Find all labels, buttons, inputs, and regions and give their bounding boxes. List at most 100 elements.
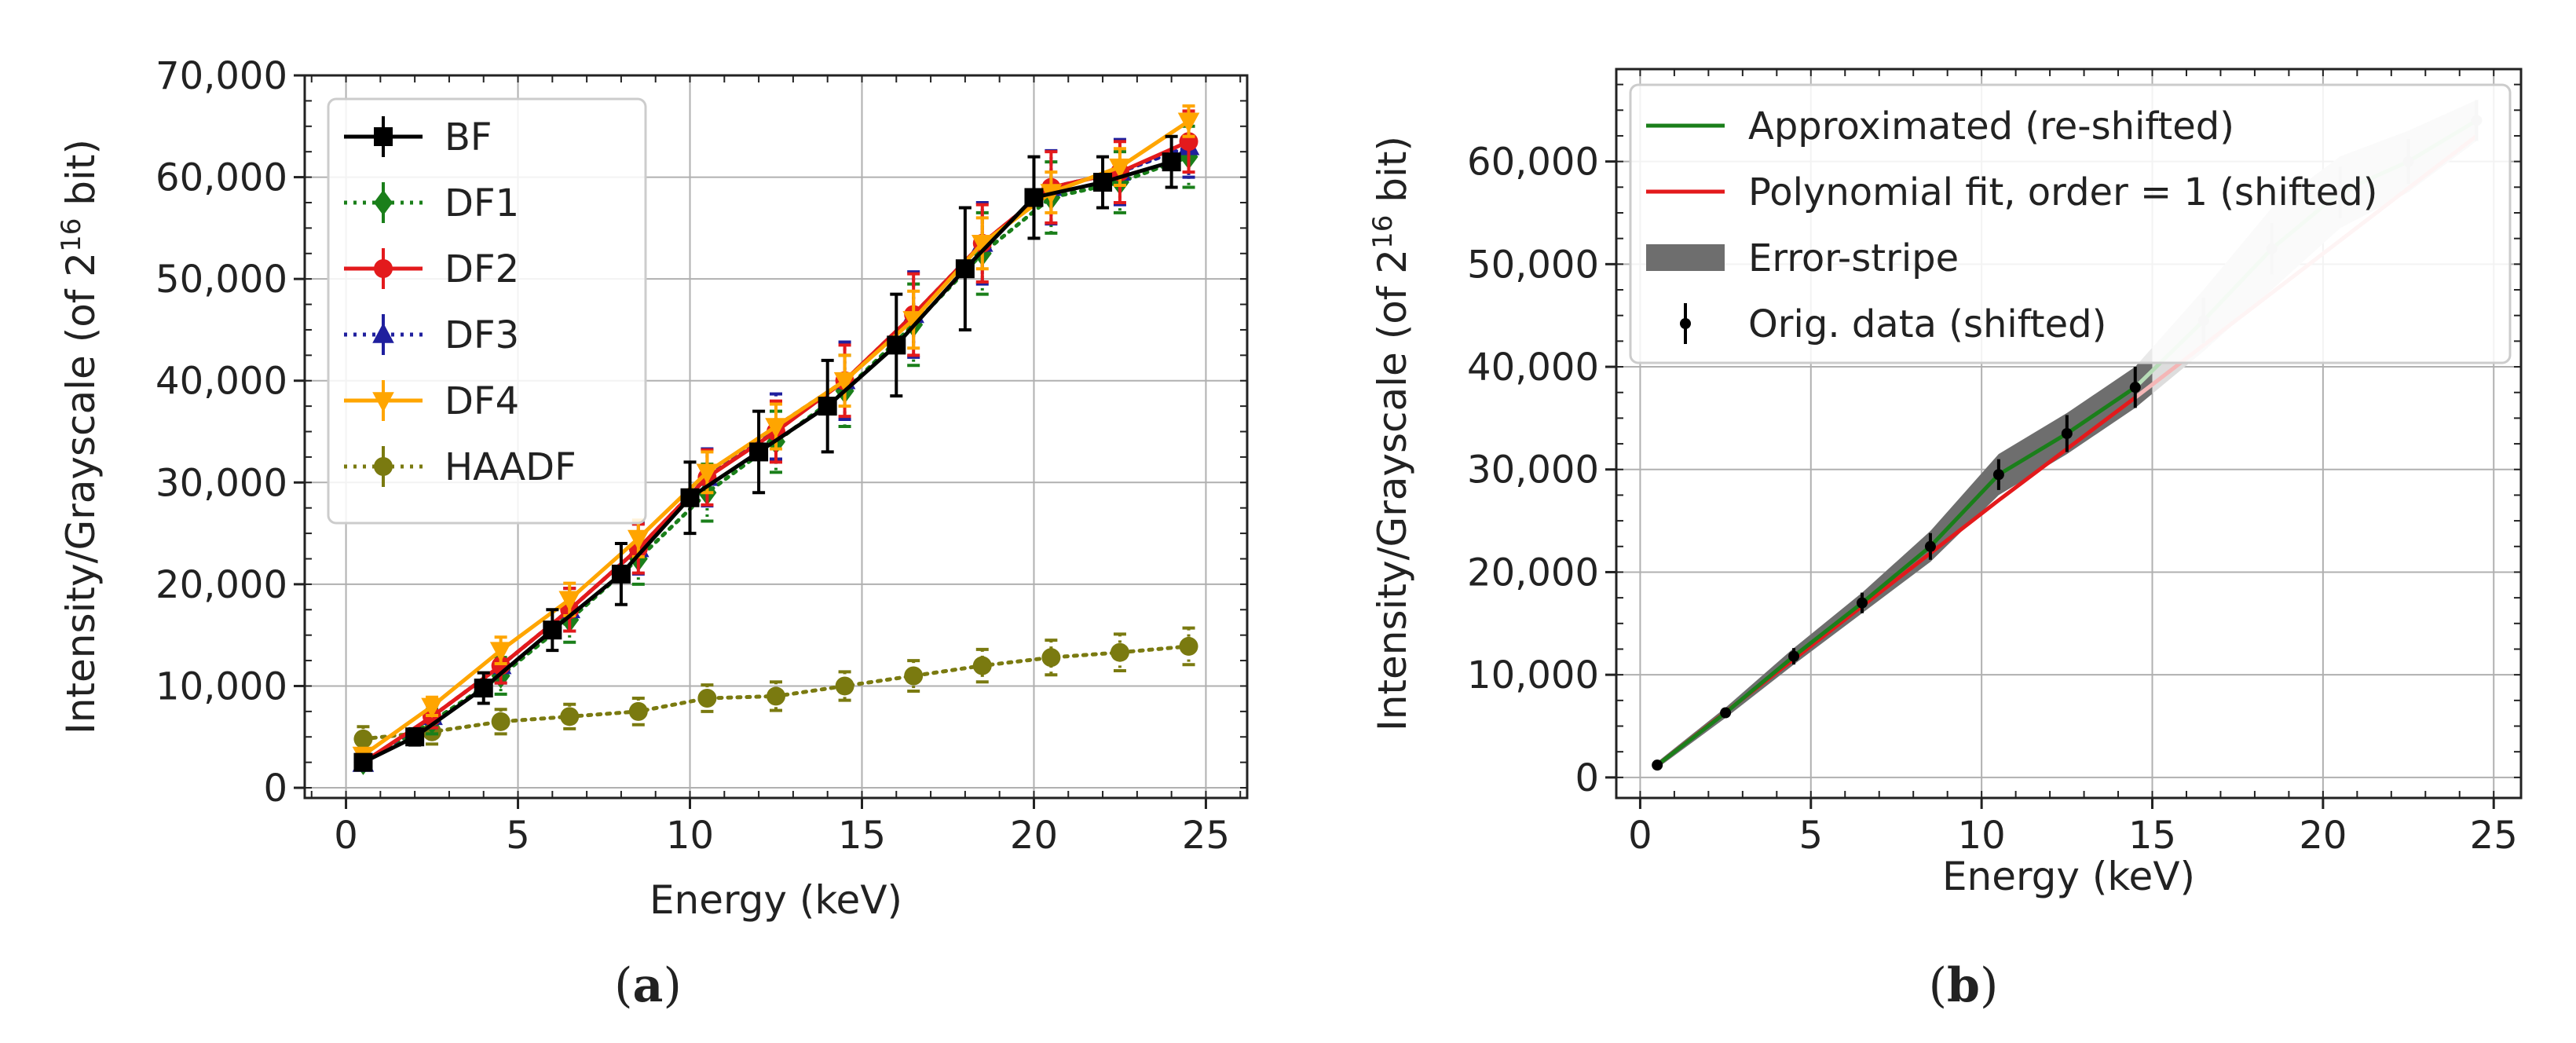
legend-a-df2-marker (374, 259, 393, 278)
a-x-tick-label-3: 15 (838, 814, 886, 858)
series-bf-point-8 (887, 335, 906, 355)
b-y-tick-label-1: 10,000 (1467, 653, 1599, 697)
error-stripe (1657, 347, 2153, 769)
series-bf-point-12 (1162, 152, 1181, 172)
legend-b-label-0: Approximated (re-shifted) (1748, 104, 2234, 148)
series-bf (353, 134, 1181, 772)
series-bf-point-10 (1024, 188, 1044, 207)
chart-a-legend-items: BF DF1 DF2 DF3 DF4 HAADF (344, 115, 576, 489)
a-y-tick-label-5: 50,000 (156, 258, 287, 302)
orig-data-point-3 (1856, 597, 1868, 609)
legend-b-label-2: Error-stripe (1748, 236, 1959, 280)
series-haadf (353, 626, 1198, 753)
series-haadf-point-10 (1041, 648, 1061, 668)
approximated-line (1656, 386, 2137, 767)
orig-data-point-2 (1788, 650, 1800, 662)
chart-b-y-axis-label-tail: bit) (1370, 136, 1415, 215)
legend-a-df1-label: DF1 (445, 181, 519, 225)
series-haadf-point-3 (560, 707, 580, 726)
chart-a-plot-frame (303, 74, 1249, 800)
chart-b-y-ticks: 0 10,000 20,000 30,000 40,000 50,000 60,000 (1467, 141, 1616, 800)
series-bf-point-9 (955, 259, 975, 279)
orig-data-point-6 (2061, 428, 2073, 439)
a-x-tick-label-0: 0 (334, 814, 358, 858)
orig-data-point-1 (1720, 707, 1732, 719)
chart-a-series-layer (352, 104, 1200, 775)
legend-a-item-df2: DF2 (344, 247, 519, 291)
chart-b-plot-frame (1615, 68, 2523, 800)
series-haadf-point-12 (1179, 636, 1198, 656)
legend-a-haadf-marker (374, 457, 393, 476)
legend-a-item-bf: BF (344, 115, 492, 159)
legend-a-haadf-label: HAADF (445, 445, 576, 489)
series-df4-point-9 (971, 235, 993, 255)
chart-b-legend: Approximated (re-shifted) Polynomial fit,… (1629, 83, 2512, 364)
legend-a-item-df4: DF4 (344, 379, 519, 423)
series-bf-point-11 (1093, 173, 1113, 192)
a-y-tick-label-2: 20,000 (156, 563, 287, 607)
a-x-tick-label-2: 10 (666, 814, 714, 858)
a-x-tick-label-1: 5 (506, 814, 530, 858)
b-x-tick-label-1: 5 (1799, 814, 1824, 858)
series-haadf-point-11 (1110, 642, 1129, 662)
series-haadf-point-8 (904, 666, 924, 686)
series-df4-point-11 (1109, 158, 1131, 179)
b-y-tick-label-0: 0 (1575, 756, 1599, 800)
b-x-tick-label-2: 10 (1958, 814, 2006, 858)
series-df4-point-3 (558, 591, 581, 612)
legend-b-item-0: Approximated (re-shifted) (1646, 104, 2234, 148)
series-bf-point-1 (405, 727, 425, 747)
a-y-tick-label-6: 60,000 (156, 156, 287, 200)
chart-b-y-axis-label: Intensity/Grayscale (of 216 bit) (1367, 136, 1415, 731)
chart-b-y-axis-label-exponent: 16 (1367, 215, 1399, 249)
b-x-tick-label-3: 15 (2128, 814, 2176, 858)
a-y-tick-label-3: 30,000 (156, 461, 287, 505)
series-df4-point-7 (833, 371, 856, 393)
caption-b: (b) (1929, 958, 1999, 1013)
series-bf-point-5 (680, 488, 700, 507)
legend-b-label-3: Orig. data (shifted) (1748, 302, 2106, 346)
series-haadf-point-0 (353, 729, 373, 748)
legend-b-item-1: Polynomial fit, order = 1 (shifted) (1646, 170, 2377, 214)
a-y-tick-label-4: 40,000 (156, 360, 287, 404)
orig-data-point-7 (2129, 382, 2141, 393)
series-bf-point-7 (818, 397, 837, 416)
caption-a: (a) (614, 958, 682, 1013)
chart-a-legend: BF DF1 DF2 DF3 DF4 HAADF (327, 97, 647, 525)
series-bf-point-0 (353, 752, 373, 772)
legend-a-df3-marker (372, 323, 394, 343)
series-haadf-point-6 (767, 686, 785, 706)
series-df4-point-2 (489, 642, 512, 663)
a-y-tick-label-0: 0 (263, 767, 287, 811)
legend-a-item-df3: DF3 (344, 313, 519, 357)
b-x-tick-label-4: 20 (2299, 814, 2347, 858)
series-df4-point-6 (765, 418, 787, 439)
chart-a-x-axis-label: Energy (keV) (649, 877, 902, 923)
series-df4-point-12 (1177, 112, 1200, 134)
chart-a-y-axis-label: Intensity/Grayscale (of 216 bit) (56, 139, 104, 734)
chart-b-x-ticks: 0 5 10 15 20 25 (1628, 798, 2518, 858)
caption-a-letter: a (633, 958, 664, 1013)
b-x-tick-label-0: 0 (1628, 814, 1652, 858)
series-bf-point-4 (611, 564, 631, 584)
chart-a-x-ticks: 0 5 10 15 20 25 (334, 798, 1230, 858)
legend-a-df2-label: DF2 (445, 247, 519, 291)
legend-b-item-3: Orig. data (shifted) (1680, 302, 2106, 346)
b-y-tick-label-2: 20,000 (1467, 551, 1599, 595)
chart-b-x-axis-label: Energy (keV) (1942, 854, 2195, 899)
chart-a-y-axis-label-tail: bit) (58, 139, 104, 218)
legend-a-df4-marker (372, 392, 394, 412)
b-y-tick-label-5: 50,000 (1467, 243, 1599, 287)
legend-a-bf-label: BF (445, 115, 492, 159)
series-bf-point-3 (543, 620, 562, 640)
series-haadf-point-2 (491, 712, 510, 731)
a-y-tick-label-1: 10,000 (156, 664, 287, 708)
legend-a-bf-marker (374, 127, 393, 146)
legend-a-df4-label: DF4 (445, 379, 519, 423)
a-x-tick-label-5: 25 (1182, 814, 1230, 858)
a-y-tick-label-7: 70,000 (156, 54, 287, 98)
chart-a-legend-box (327, 97, 647, 525)
chart-a-y-axis-label-exponent: 16 (56, 218, 87, 252)
series-haadf-point-5 (697, 689, 717, 708)
